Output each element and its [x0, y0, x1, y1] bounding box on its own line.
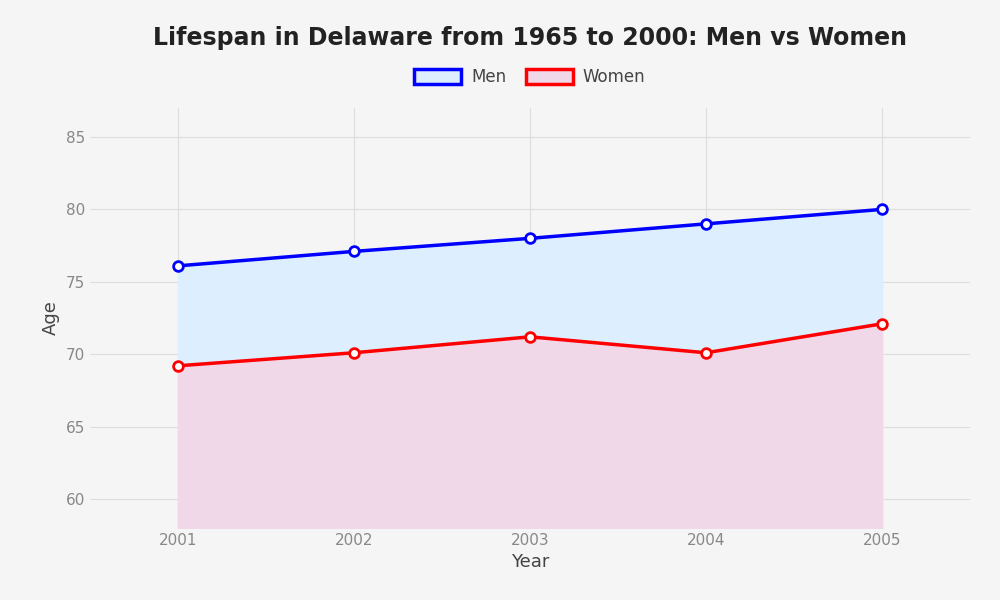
Title: Lifespan in Delaware from 1965 to 2000: Men vs Women: Lifespan in Delaware from 1965 to 2000: …: [153, 26, 907, 50]
Y-axis label: Age: Age: [42, 301, 60, 335]
X-axis label: Year: Year: [511, 553, 549, 571]
Legend: Men, Women: Men, Women: [408, 62, 652, 93]
